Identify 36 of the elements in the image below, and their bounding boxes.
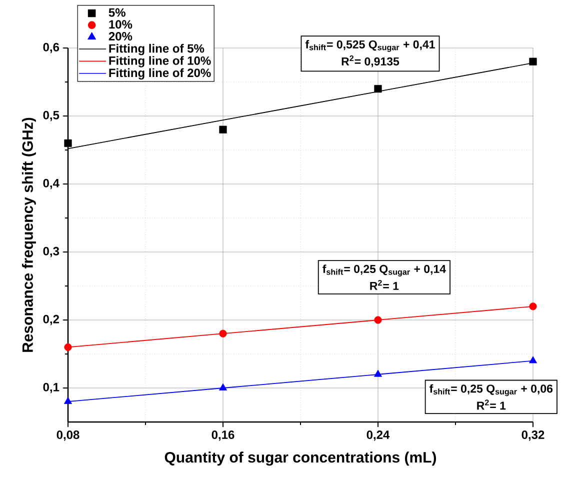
y-tick-label: 0,5: [43, 110, 60, 122]
annotation: R$^{2}$= 0,9135: [342, 55, 400, 68]
point: [529, 58, 537, 66]
annotation: f$_{shift}$= 0,25 Q$_{sugar}$ + 0,14: [322, 264, 446, 276]
y-tick-label: 0,3: [43, 246, 60, 258]
point: [218, 383, 228, 390]
legend-label: Fitting line of 5%: [109, 44, 204, 56]
annotation: R$^{2}$= 1: [370, 280, 399, 290]
legend-label: 10%: [109, 20, 132, 29]
point: [374, 85, 382, 93]
x-tick-label: 0,16: [212, 430, 234, 441]
point: [64, 343, 72, 351]
point: [64, 139, 72, 147]
y-tick-label: 0,4: [43, 178, 60, 190]
point: [64, 396, 72, 404]
legend-label: 20%: [108, 32, 132, 41]
x-tick-label: 0,24: [366, 430, 390, 441]
annotation: f$_{shift}$= 0,25 Q$_{sugar}$ + 0,06: [430, 384, 553, 396]
point: [529, 302, 537, 310]
point: [219, 330, 227, 338]
y-axis-title: Resonance frequency shift (GHz): [22, 118, 36, 352]
legend-label: Fitting line of 20%: [109, 68, 211, 80]
y-tick-label: 0,6: [43, 42, 60, 54]
x-tick-label: 0,08: [56, 430, 80, 441]
point: [374, 316, 382, 324]
x-axis-title: Quantity of sugar concentrations (mL): [164, 452, 436, 466]
point: [528, 356, 538, 364]
point: [219, 126, 227, 134]
legend-label: 5%: [108, 8, 126, 17]
annotation: R$^{2}$= 1: [477, 400, 506, 410]
y-tick-label: 0,1: [43, 382, 60, 394]
point: [374, 370, 382, 377]
legend-label: Fitting line of 10%: [109, 56, 211, 68]
y-tick-label: 0,2: [43, 314, 59, 326]
x-tick-label: 0,32: [522, 430, 544, 441]
annotation: f$_{shift}$= 0,525 Q$_{sugar}$ + 0,41: [305, 40, 435, 52]
